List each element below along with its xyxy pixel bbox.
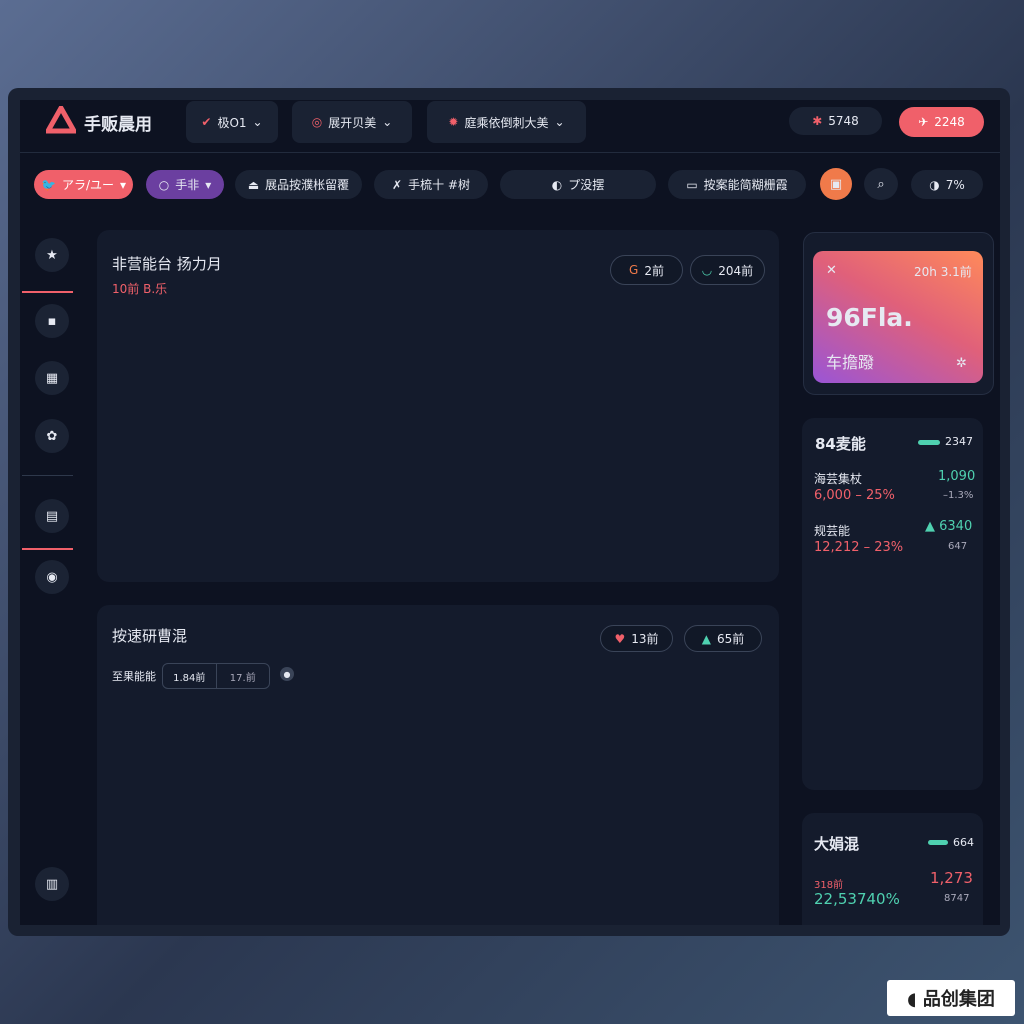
nav-label: 极O1 xyxy=(217,115,247,130)
chart-title: 按速研曹混 xyxy=(112,627,188,645)
filter[interactable]: ⏏ 展品按濮枨留覆 xyxy=(235,170,362,199)
icon-button[interactable]: ▣ xyxy=(820,168,852,200)
promo-label: 车擔蹳 xyxy=(826,353,875,372)
filter[interactable]: ○ 手非 ▾ xyxy=(146,170,224,199)
legend-label: 至果能能 xyxy=(112,670,156,683)
filter-label: 手非 xyxy=(175,178,200,192)
row-name: 规芸能 xyxy=(814,524,851,538)
divider xyxy=(22,548,73,550)
row-name: 海芸集杖 xyxy=(814,472,863,486)
chip: 17.前 xyxy=(229,672,256,684)
chip-group[interactable]: 1.84前 17.前 xyxy=(162,663,270,689)
settings-icon[interactable]: ✲ xyxy=(956,356,967,371)
side-icon[interactable]: ✿ xyxy=(35,419,69,453)
row-sub: 6,000 – 25% xyxy=(814,488,895,503)
summary-big: 22,53740% xyxy=(814,890,900,908)
summary-card xyxy=(802,813,983,925)
badge-bar xyxy=(918,440,940,445)
divider xyxy=(22,475,73,476)
badge-label: 5748 xyxy=(828,114,859,128)
badge[interactable]: ✈ 2248 xyxy=(899,107,984,137)
divider xyxy=(20,152,1000,153)
close-icon[interactable]: ✕ xyxy=(826,263,837,278)
promo-time: 20h 3.1前 xyxy=(914,265,972,279)
control-label: 65前 xyxy=(716,632,745,646)
chart-control[interactable]: ◡ 204前 xyxy=(690,255,765,285)
row-delta: 647 xyxy=(948,541,968,552)
chart-control[interactable]: ▲ 65前 xyxy=(684,625,762,652)
chart-control[interactable]: ♥ 13前 xyxy=(600,625,673,652)
filter[interactable]: ◐ プ没摆 xyxy=(500,170,656,199)
badge-label: 2248 xyxy=(934,115,965,129)
promo-value: 96Fla. xyxy=(826,303,913,332)
filter-label: 展品按濮枨留覆 xyxy=(265,178,350,192)
stats-title: 84麦能 xyxy=(815,435,866,453)
filter[interactable]: ✗ 手梳十 #树 xyxy=(374,170,488,199)
side-icon[interactable]: ▦ xyxy=(35,361,69,395)
nav-item[interactable]: ✹ 庭乘依倒刺大美 ⌄ xyxy=(427,101,586,143)
filter-label: 手梳十 #树 xyxy=(408,178,470,192)
nav-label: 庭乘依倒刺大美 xyxy=(464,115,549,130)
watermark: ◖ 品创集团 xyxy=(887,980,1015,1016)
control-label: 204前 xyxy=(718,263,754,278)
chart-subtitle: 10前 B.乐 xyxy=(112,282,168,296)
area-panel xyxy=(97,605,779,925)
stats-badge: 2347 xyxy=(945,435,973,448)
chart-title: 非营能台 扬力月 xyxy=(112,255,222,273)
filter-label: アラ/ユー xyxy=(61,178,114,192)
stats-card xyxy=(802,418,983,790)
nav-item[interactable]: ◎ 展开贝美 ⌄ xyxy=(292,101,412,143)
chart-control[interactable]: G 2前 xyxy=(610,255,683,285)
filter[interactable]: 🐦 アラ/ユー ▾ xyxy=(34,170,133,199)
filter-label: 按案能简糊栅霞 xyxy=(703,178,788,192)
divider xyxy=(22,291,73,293)
brand: 手贩晨用 xyxy=(84,115,152,135)
filter-label: 7% xyxy=(945,177,965,192)
nav-item[interactable]: ✔ 极O1 ⌄ xyxy=(186,101,278,143)
side-icon[interactable]: ▥ xyxy=(35,867,69,901)
row-value-text: 6340 xyxy=(939,519,973,534)
badge-bar xyxy=(928,840,948,845)
search-button[interactable]: ⌕ xyxy=(864,168,898,200)
summary-value: 1,273 xyxy=(930,869,973,887)
candle-panel xyxy=(97,230,779,582)
side-icon[interactable]: ◉ xyxy=(35,560,69,594)
side-icon[interactable]: ▪ xyxy=(35,304,69,338)
control-label: 13前 xyxy=(631,632,659,646)
promo-tile[interactable] xyxy=(813,251,983,383)
row-delta: –1.3% xyxy=(943,490,974,501)
badge[interactable]: ✱ 5748 xyxy=(789,107,882,135)
summary-badge: 664 xyxy=(953,836,974,849)
row-value: 1,090 xyxy=(938,469,976,484)
control-label: 2前 xyxy=(644,263,664,278)
row-value: ▲ 6340 xyxy=(925,519,973,534)
side-icon[interactable]: ★ xyxy=(35,238,69,272)
filter[interactable]: ◑ 7% xyxy=(911,170,983,199)
summary-sub: 318前 xyxy=(814,880,844,891)
info-icon[interactable]: ● xyxy=(280,667,294,681)
summary-title: 大娟混 xyxy=(814,835,860,853)
filter[interactable]: ▭ 按案能简糊栅霞 xyxy=(668,170,806,199)
chip: 1.84前 xyxy=(163,664,217,688)
filter-label: プ没摆 xyxy=(568,178,605,192)
side-icon[interactable]: ▤ xyxy=(35,499,69,533)
summary-delta: 8747 xyxy=(944,893,970,904)
row-sub: 12,212 – 23% xyxy=(814,540,904,555)
nav-label: 展开贝美 xyxy=(328,115,377,130)
